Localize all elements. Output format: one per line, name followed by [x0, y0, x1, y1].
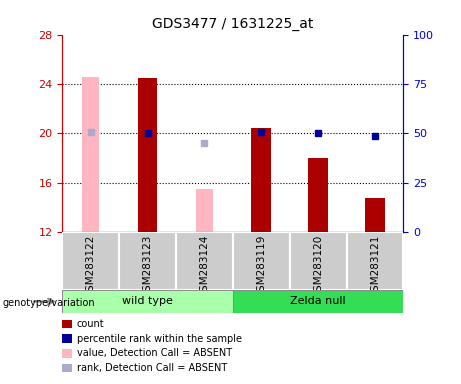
Text: wild type: wild type: [122, 296, 173, 306]
Bar: [233, 232, 290, 290]
Bar: [137, 78, 158, 232]
Title: GDS3477 / 1631225_at: GDS3477 / 1631225_at: [152, 17, 313, 31]
Bar: [62, 290, 233, 313]
Bar: [176, 232, 233, 290]
Text: Zelda null: Zelda null: [290, 296, 346, 306]
Bar: [196, 189, 213, 232]
Text: GSM283119: GSM283119: [256, 235, 266, 298]
Bar: [82, 76, 99, 232]
Bar: [308, 158, 328, 232]
Text: GSM283122: GSM283122: [86, 235, 96, 298]
Bar: [119, 232, 176, 290]
Text: count: count: [77, 319, 105, 329]
Bar: [290, 232, 347, 290]
Text: GSM283121: GSM283121: [370, 235, 380, 298]
Bar: [233, 290, 403, 313]
Text: percentile rank within the sample: percentile rank within the sample: [77, 334, 242, 344]
Text: GSM283123: GSM283123: [142, 235, 153, 298]
Bar: [365, 198, 385, 232]
Text: genotype/variation: genotype/variation: [2, 298, 95, 308]
Bar: [251, 129, 271, 232]
Bar: [347, 232, 403, 290]
Text: GSM283120: GSM283120: [313, 235, 323, 298]
Text: value, Detection Call = ABSENT: value, Detection Call = ABSENT: [77, 348, 232, 358]
Bar: [62, 232, 119, 290]
Text: GSM283124: GSM283124: [199, 235, 209, 298]
Text: rank, Detection Call = ABSENT: rank, Detection Call = ABSENT: [77, 363, 227, 373]
